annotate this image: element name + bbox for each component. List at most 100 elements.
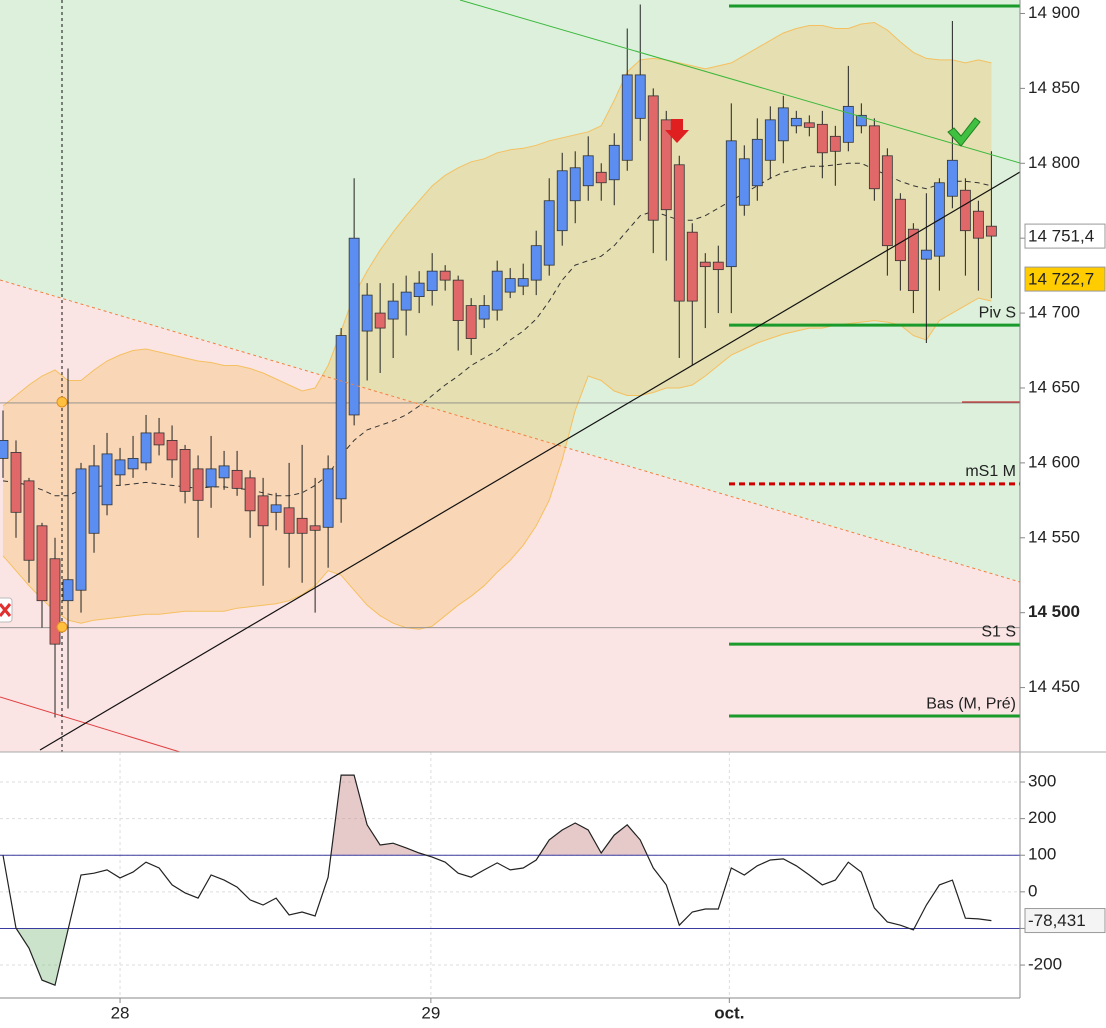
candle-body xyxy=(322,468,334,528)
price-panel: Piv S mS1 M S1 S Bas (M, Pré) xyxy=(0,4,1020,718)
candle-body xyxy=(23,480,35,561)
candle-body xyxy=(348,237,360,416)
check-mark xyxy=(947,117,981,147)
y-tick-label: 14 550 xyxy=(1028,527,1080,546)
candle-body xyxy=(270,504,282,513)
cci-line xyxy=(2,774,992,987)
candle-body xyxy=(855,114,867,127)
candle-body xyxy=(413,282,425,298)
candle-body xyxy=(634,74,646,119)
y-tick-label: 14 800 xyxy=(1028,153,1080,172)
sell-arrow xyxy=(665,119,689,143)
candle-body xyxy=(764,119,776,161)
zone-pink xyxy=(0,280,1020,752)
candle-body xyxy=(257,495,269,527)
candle-body xyxy=(907,228,919,292)
candle-body xyxy=(894,198,906,262)
candle-body xyxy=(686,231,698,302)
candle-body xyxy=(530,245,542,281)
level-label: Piv S xyxy=(979,304,1016,321)
value-marker-label: -78,431 xyxy=(1028,911,1086,930)
close-icon xyxy=(0,603,12,617)
level-label: mS1 M xyxy=(965,463,1016,480)
candle-body xyxy=(491,270,503,311)
trend-line xyxy=(39,171,1020,751)
level-label: S1 S xyxy=(981,623,1016,640)
candle-body xyxy=(608,144,620,181)
overbought-fill xyxy=(3,775,992,856)
candle-body xyxy=(140,432,152,464)
candle-body xyxy=(478,305,490,320)
candle-body xyxy=(829,135,841,152)
candle-body xyxy=(231,469,243,489)
price-marker-label: 14 751,4 xyxy=(1028,227,1094,246)
oversold-fill xyxy=(16,928,915,986)
y-tick-label: 300 xyxy=(1028,772,1056,791)
y-tick-label: 14 900 xyxy=(1028,3,1080,22)
y-tick-label: 200 xyxy=(1028,808,1056,827)
level-label: Bas (M, Pré) xyxy=(926,695,1016,712)
y-tick-label: 100 xyxy=(1028,845,1056,864)
band-line xyxy=(2,297,992,630)
candle-body xyxy=(556,170,568,232)
anchor-dot xyxy=(56,621,68,633)
candle-body xyxy=(465,305,477,339)
candle-body xyxy=(517,278,529,287)
y-tick-label: 14 700 xyxy=(1028,303,1080,322)
candle-body xyxy=(36,525,48,602)
band-line xyxy=(2,21,992,407)
candle-body xyxy=(439,270,451,281)
candle-body xyxy=(205,468,217,488)
candle-body xyxy=(296,517,308,534)
plot: Piv S mS1 M S1 S Bas (M, Pré) 14 900 14 850 14… xyxy=(0,3,1106,1022)
candle-body xyxy=(569,167,581,202)
candle-body xyxy=(114,459,126,476)
candle-body xyxy=(62,579,74,602)
candle-body xyxy=(127,457,139,470)
price-marker xyxy=(1024,223,1106,249)
candle-body xyxy=(452,279,464,321)
candle-body xyxy=(751,138,763,187)
candle-body xyxy=(582,155,594,187)
candle-body xyxy=(166,440,178,461)
x-tick-label: oct. xyxy=(714,1003,744,1022)
y-tick-label: -200 xyxy=(1028,955,1062,974)
y-tick-label: 0 xyxy=(1028,881,1037,900)
drawings xyxy=(0,0,1020,752)
price-marker-label: 14 722,7 xyxy=(1028,270,1094,289)
value-marker xyxy=(1024,908,1106,934)
candle-body xyxy=(920,249,932,260)
candle-body xyxy=(595,171,607,184)
candle-body xyxy=(803,122,815,128)
candle-body xyxy=(985,225,997,237)
candle-body xyxy=(699,261,711,268)
candle-body xyxy=(153,432,165,446)
anchor-dot xyxy=(56,396,68,408)
candle-body xyxy=(244,477,256,512)
candle-body xyxy=(725,140,737,268)
candle-body xyxy=(712,261,724,271)
candle-body xyxy=(179,449,191,492)
channel-line xyxy=(0,696,181,752)
y-tick-label: 14 450 xyxy=(1028,677,1080,696)
candle-body xyxy=(49,558,61,645)
candle-body xyxy=(790,117,802,127)
price-marker xyxy=(1024,266,1106,292)
candle-body xyxy=(738,158,750,206)
candle-body xyxy=(543,200,555,266)
candle-body xyxy=(10,451,22,513)
x-tick-label: 28 xyxy=(111,1003,130,1022)
channel-line xyxy=(459,0,1020,164)
candle-body xyxy=(881,155,893,247)
candle-body xyxy=(972,210,984,239)
candle-body xyxy=(400,291,412,311)
candle-body xyxy=(88,465,100,534)
candle-body xyxy=(309,525,321,531)
candle-body xyxy=(842,105,854,143)
candle-body xyxy=(283,507,295,534)
candle-body xyxy=(946,159,958,197)
y-tick-label: 14 600 xyxy=(1028,452,1080,471)
band-middle xyxy=(2,162,992,497)
candle-body xyxy=(387,300,399,320)
